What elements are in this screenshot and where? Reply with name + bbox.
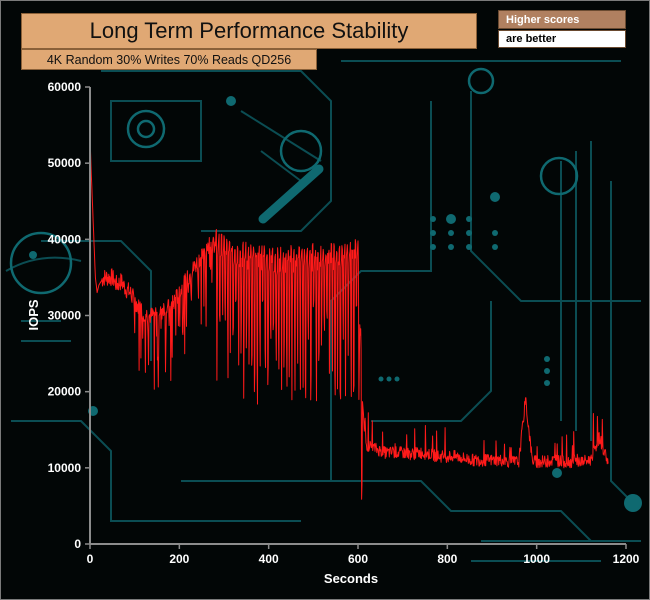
x-axis-title: Seconds (324, 571, 378, 586)
y-tick-label: 40000 (48, 232, 82, 246)
series-line-0 (89, 132, 609, 500)
chart-title: Long Term Performance Stability (21, 13, 477, 49)
y-tick-label: 60000 (48, 80, 82, 94)
ticks-layer: 0 10000 20000 30000 40000 50000 60000 0 200 400 60… (48, 80, 640, 566)
x-tick-label: 1200 (613, 552, 640, 566)
series-layer (89, 132, 609, 500)
y-tick-label: 20000 (48, 385, 82, 399)
y-axis-title: IOPS (26, 299, 41, 330)
x-tick-label: 0 (87, 552, 94, 566)
note-are-better: are better (498, 30, 626, 48)
chart-subtitle: 4K Random 30% Writes 70% Reads QD256 (21, 49, 317, 70)
x-tick-label: 600 (348, 552, 368, 566)
y-tick-label: 10000 (48, 461, 82, 475)
y-tick-label: 30000 (48, 309, 82, 323)
note-higher-scores: Higher scores (498, 10, 626, 29)
x-tick-label: 1000 (523, 552, 550, 566)
x-tick-label: 800 (437, 552, 457, 566)
y-tick-label: 0 (74, 537, 81, 551)
x-tick-label: 200 (169, 552, 189, 566)
y-tick-label: 50000 (48, 156, 82, 170)
x-tick-label: 400 (259, 552, 279, 566)
